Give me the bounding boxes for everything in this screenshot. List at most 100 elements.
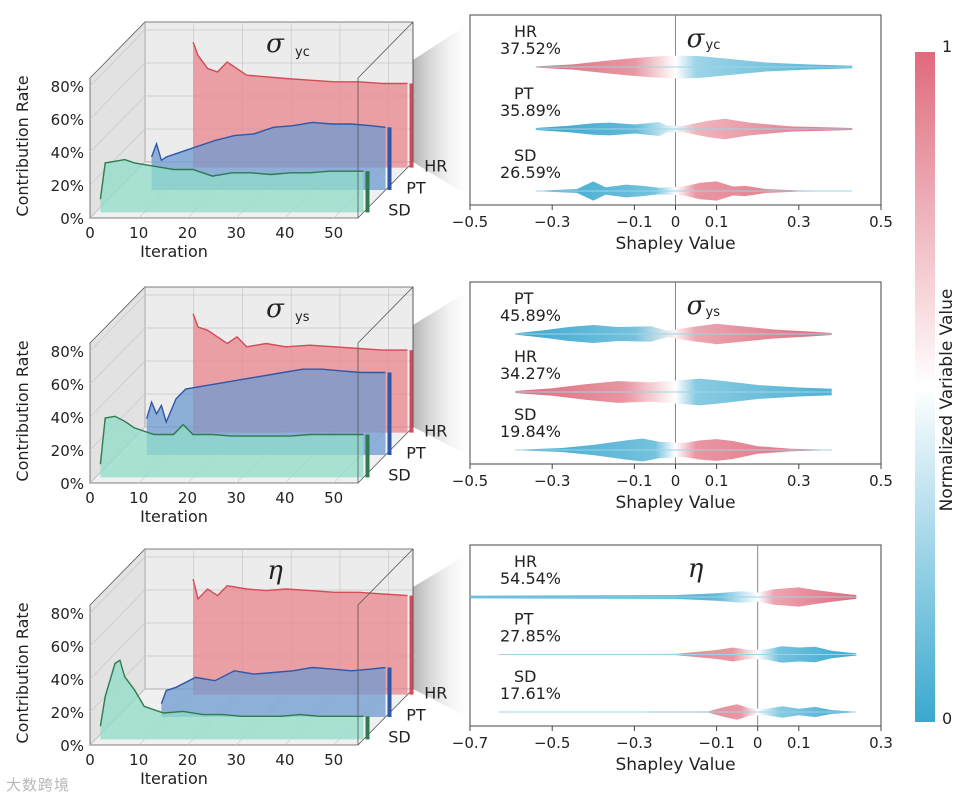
line-hr <box>192 313 408 351</box>
x-tick-label: 0.1 <box>705 472 729 490</box>
grid-line <box>89 589 146 647</box>
x-tick-label: 20 <box>178 224 197 242</box>
chart-title: η <box>688 554 704 584</box>
feature-name-hr: HR <box>514 22 537 41</box>
line-hr <box>192 578 408 601</box>
y-tick-label: 60% <box>51 638 84 656</box>
y-tick-label: 60% <box>51 111 84 129</box>
x-tick-label: 0 <box>671 213 681 231</box>
x-tick-label: −0.3 <box>616 734 652 752</box>
line-sd <box>99 158 364 200</box>
x-tick-label: −0.5 <box>452 472 488 490</box>
x-tick-label: −0.1 <box>698 734 734 752</box>
depth-label-sd: SD <box>388 466 410 485</box>
x-axis-label: Iteration <box>140 242 208 261</box>
depth-label-hr: HR <box>424 684 447 703</box>
x-axis-label: Iteration <box>140 769 208 788</box>
x-axis-label: Shapley Value <box>615 755 735 775</box>
line-pt <box>150 121 386 162</box>
line-hr <box>192 41 408 85</box>
grid-line <box>89 128 146 186</box>
connector-wedge <box>413 553 470 718</box>
colorbar-gradient <box>915 52 935 722</box>
feature-importance-hr: 54.54% <box>500 569 561 588</box>
area3d-panel-1: 0% 20% 40% 60% 80% 0 10 20 30 40 50 Iteration Contri… <box>13 21 447 261</box>
feature-name-sd: SD <box>514 146 536 165</box>
feature-name-sd: SD <box>514 667 536 686</box>
y-axis-label: Contribution Rate <box>13 340 32 481</box>
x-tick-label: −0.5 <box>452 213 488 231</box>
x-tick-label: 30 <box>227 224 246 242</box>
grid-line <box>89 327 146 385</box>
x-tick-label: 0 <box>671 472 681 490</box>
x-tick-label: −0.7 <box>452 734 488 752</box>
y-axis-label: Contribution Rate <box>13 75 32 216</box>
feature-name-hr: HR <box>514 347 537 366</box>
x-tick-label: −0.3 <box>534 472 570 490</box>
plot-frame <box>469 544 882 727</box>
line-pt <box>160 666 386 705</box>
x-tick-label: 40 <box>275 489 294 507</box>
y-tick-label: 0% <box>60 737 84 755</box>
panels: 0% 20% 40% 60% 80% 0 10 20 30 40 50 Iteration Contri… <box>13 14 893 788</box>
chart-title: η <box>267 556 283 586</box>
x-tick-label: 30 <box>227 489 246 507</box>
connector-wedge <box>413 290 470 456</box>
x-tick-label: 50 <box>324 224 343 242</box>
depth-label-sd: SD <box>388 728 410 747</box>
x-tick-label: 0.3 <box>787 472 811 490</box>
depth-label-hr: HR <box>424 422 447 441</box>
x-tick-label: 0.5 <box>869 213 893 231</box>
feature-importance-pt: 35.89% <box>500 101 561 120</box>
grid-line <box>89 95 146 153</box>
area-sd <box>100 660 364 740</box>
x-tick-label: 10 <box>129 489 148 507</box>
x-tick-label: 0.5 <box>869 472 893 490</box>
y-tick-label: 60% <box>51 376 84 394</box>
watermark: 大数跨境 <box>6 776 71 794</box>
chart-title-sub: yc <box>295 45 310 60</box>
area3d-panel-3: 0% 20% 40% 60% 80% 0 10 20 30 40 50 Iteration Contri… <box>13 548 447 788</box>
grid-line <box>89 622 146 680</box>
x-tick-label: 0 <box>85 489 95 507</box>
depth-label-pt: PT <box>406 444 426 463</box>
feature-importance-sd: 26.59% <box>500 163 561 182</box>
y-tick-label: 0% <box>60 475 84 493</box>
chart-title: σ <box>687 24 706 54</box>
depth-label-pt: PT <box>406 179 426 198</box>
x-tick-label: 40 <box>275 224 294 242</box>
depth-label-hr: HR <box>424 157 447 176</box>
x-tick-label: 0 <box>85 224 95 242</box>
area-pt <box>146 369 386 455</box>
y-tick-label: 40% <box>51 409 84 427</box>
area-hr <box>193 579 408 695</box>
colorbar: 1 0 Normalized Variable Value <box>915 37 957 728</box>
line-sd <box>99 415 364 465</box>
y-tick-label: 20% <box>51 704 84 722</box>
x-tick-label: 0 <box>85 751 95 769</box>
x-tick-label: 20 <box>178 489 197 507</box>
x-tick-label: 0.1 <box>787 734 811 752</box>
x-tick-label: 10 <box>129 751 148 769</box>
y-tick-label: 20% <box>51 442 84 460</box>
x-tick-label: −0.5 <box>534 734 570 752</box>
connector-wedge <box>413 23 470 197</box>
chart-title: σ <box>266 29 285 59</box>
chart-title-sub: ys <box>706 305 721 320</box>
y-tick-label: 40% <box>51 671 84 689</box>
feature-importance-pt: 45.89% <box>500 306 561 325</box>
x-axis-label: Shapley Value <box>615 493 735 513</box>
colorbar-max-label: 1 <box>942 37 952 56</box>
feature-name-pt: PT <box>514 289 534 308</box>
colorbar-label: Normalized Variable Value <box>937 289 957 512</box>
x-tick-label: 0 <box>753 734 763 752</box>
feature-name-sd: SD <box>514 405 536 424</box>
y-tick-label: 20% <box>51 177 84 195</box>
x-tick-label: 30 <box>227 751 246 769</box>
grid-line <box>89 62 146 120</box>
x-tick-label: −0.1 <box>616 213 652 231</box>
depth-label-pt: PT <box>406 706 426 725</box>
